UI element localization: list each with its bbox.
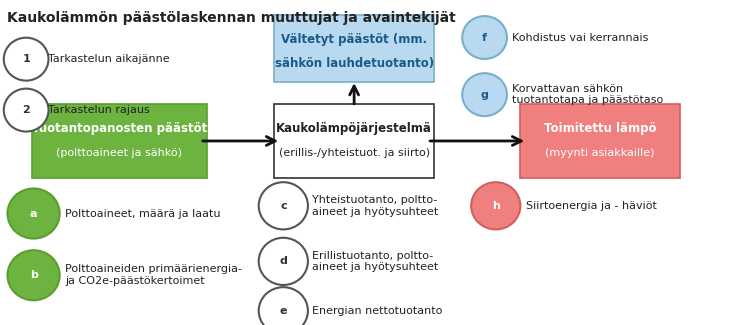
Text: c: c (280, 201, 287, 211)
Text: f: f (482, 32, 487, 43)
FancyBboxPatch shape (32, 104, 207, 178)
Ellipse shape (471, 182, 520, 229)
FancyBboxPatch shape (274, 104, 434, 178)
Text: (polttoaineet ja sähkö): (polttoaineet ja sähkö) (56, 148, 182, 158)
Text: g: g (480, 90, 489, 100)
Text: Vältetyt päästöt (mm.: Vältetyt päästöt (mm. (281, 32, 427, 46)
Text: Tuotantopanosten päästöt: Tuotantopanosten päästöt (32, 122, 207, 135)
Text: (myynti asiakkaille): (myynti asiakkaille) (545, 148, 655, 158)
Ellipse shape (462, 73, 507, 116)
Text: h: h (492, 201, 500, 211)
Text: d: d (279, 256, 287, 266)
Text: b: b (29, 270, 38, 280)
Ellipse shape (8, 250, 59, 300)
Text: Erillistuotanto, poltto-
aineet ja hyötysuhteet: Erillistuotanto, poltto- aineet ja hyöty… (312, 251, 439, 272)
Text: Energian nettotuotanto: Energian nettotuotanto (312, 306, 443, 316)
Ellipse shape (4, 89, 48, 132)
Text: Korvattavan sähkön
tuotantotapa ja päästötaso: Korvattavan sähkön tuotantotapa ja pääst… (512, 84, 663, 105)
Text: (erillis-/yhteistuot. ja siirto): (erillis-/yhteistuot. ja siirto) (279, 148, 430, 158)
Text: Polttoaineet, määrä ja laatu: Polttoaineet, määrä ja laatu (65, 209, 221, 218)
Text: Kohdistus vai kerrannais: Kohdistus vai kerrannais (512, 32, 648, 43)
Text: Toimitettu lämpö: Toimitettu lämpö (544, 122, 657, 135)
Ellipse shape (259, 182, 308, 229)
Ellipse shape (259, 238, 308, 285)
FancyBboxPatch shape (520, 104, 680, 178)
Text: Kaukolämmön päästölaskennan muuttujat ja avaintekijät: Kaukolämmön päästölaskennan muuttujat ja… (8, 11, 456, 25)
Ellipse shape (259, 287, 308, 325)
Text: 2: 2 (23, 105, 30, 115)
Text: a: a (30, 209, 38, 218)
Text: Polttoaineiden primäärienergia-
ja CO2e-päästökertoimet: Polttoaineiden primäärienergia- ja CO2e-… (65, 265, 242, 286)
Text: e: e (279, 306, 287, 316)
Text: Siirtoenergia ja - häviöt: Siirtoenergia ja - häviöt (526, 201, 657, 211)
FancyBboxPatch shape (274, 15, 434, 82)
Text: Tarkastelun rajaus: Tarkastelun rajaus (48, 105, 151, 115)
Text: Tarkastelun aikajänne: Tarkastelun aikajänne (48, 54, 170, 64)
Ellipse shape (462, 16, 507, 59)
Text: sähkön lauhdetuotanto): sähkön lauhdetuotanto) (275, 57, 434, 70)
Ellipse shape (8, 188, 59, 239)
Text: 1: 1 (23, 54, 30, 64)
Ellipse shape (4, 38, 48, 81)
Text: Kaukolämpöjärjestelmä: Kaukolämpöjärjestelmä (276, 122, 432, 135)
Text: Yhteistuotanto, poltto-
aineet ja hyötysuhteet: Yhteistuotanto, poltto- aineet ja hyötys… (312, 195, 439, 216)
